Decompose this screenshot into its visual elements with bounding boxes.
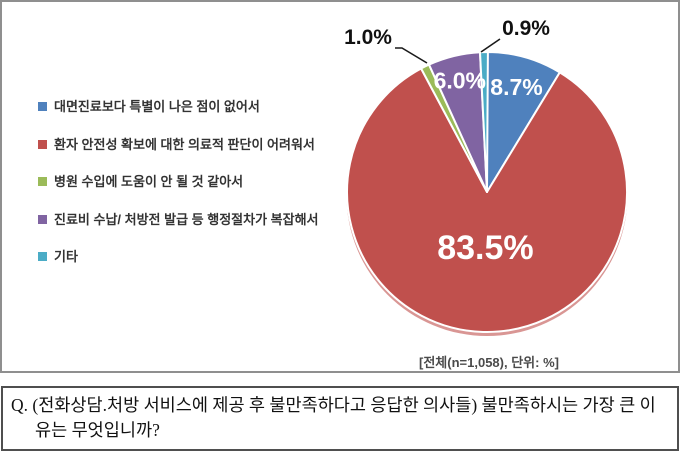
legend-item-1: 환자 안전성 확보에 대한 의료적 판단이 어려워서 [38, 135, 343, 155]
question-panel: Q. (전화상담.처방 서비스에 제공 후 불만족하다고 응답한 의사들) 불만… [1, 386, 679, 451]
legend-label: 진료비 수납/ 처방전 발급 등 행정절차가 복잡해서 [54, 211, 319, 227]
legend-swatch-icon [38, 252, 47, 261]
legend-label: 환자 안전성 확보에 대한 의료적 판단이 어려워서 [54, 136, 315, 152]
pie-chart: 8.7% 83.5% 1.0% 6.0% 0.9% [344, 17, 628, 336]
legend-item-3: 진료비 수납/ 처방전 발급 등 행정절차가 복잡해서 [38, 210, 343, 230]
question: Q. (전화상담.처방 서비스에 제공 후 불만족하다고 응답한 의사들) 불만… [11, 393, 667, 443]
question-prefix: Q. [11, 395, 29, 415]
legend-swatch-icon [38, 177, 47, 186]
pie-value-label: 83.5% [437, 229, 533, 267]
legend-swatch-icon [38, 102, 47, 111]
legend-label: 대면진료보다 특별이 나은 점이 없어서 [54, 99, 260, 114]
legend-label: 기타 [54, 249, 78, 264]
pie-value-label: 6.0% [434, 68, 486, 94]
legend-item-0: 대면진료보다 특별이 나은 점이 없어서 [38, 97, 343, 117]
pie-value-label: 1.0% [344, 26, 392, 49]
callout-leader-line [480, 38, 501, 53]
legend-item-4: 기타 [38, 247, 343, 267]
legend-swatch-icon [38, 139, 47, 149]
sample-size-note: [전체(n=1,058), 단위: %] [419, 355, 559, 370]
callout-leader-line [395, 47, 428, 64]
pie-value-label: 8.7% [490, 74, 542, 100]
legend-item-2: 병원 수입에 도움이 안 될 것 같아서 [38, 172, 343, 192]
legend-label: 병원 수입에 도움이 안 될 것 같아서 [54, 174, 244, 189]
pie-value-label: 0.9% [502, 17, 550, 40]
legend-swatch-icon [38, 214, 47, 224]
pie-slice-4 [479, 50, 489, 193]
question-text: (전화상담.처방 서비스에 제공 후 불만족하다고 응답한 의사들) 불만족하시… [32, 395, 656, 440]
pie-slice-1 [346, 67, 628, 333]
